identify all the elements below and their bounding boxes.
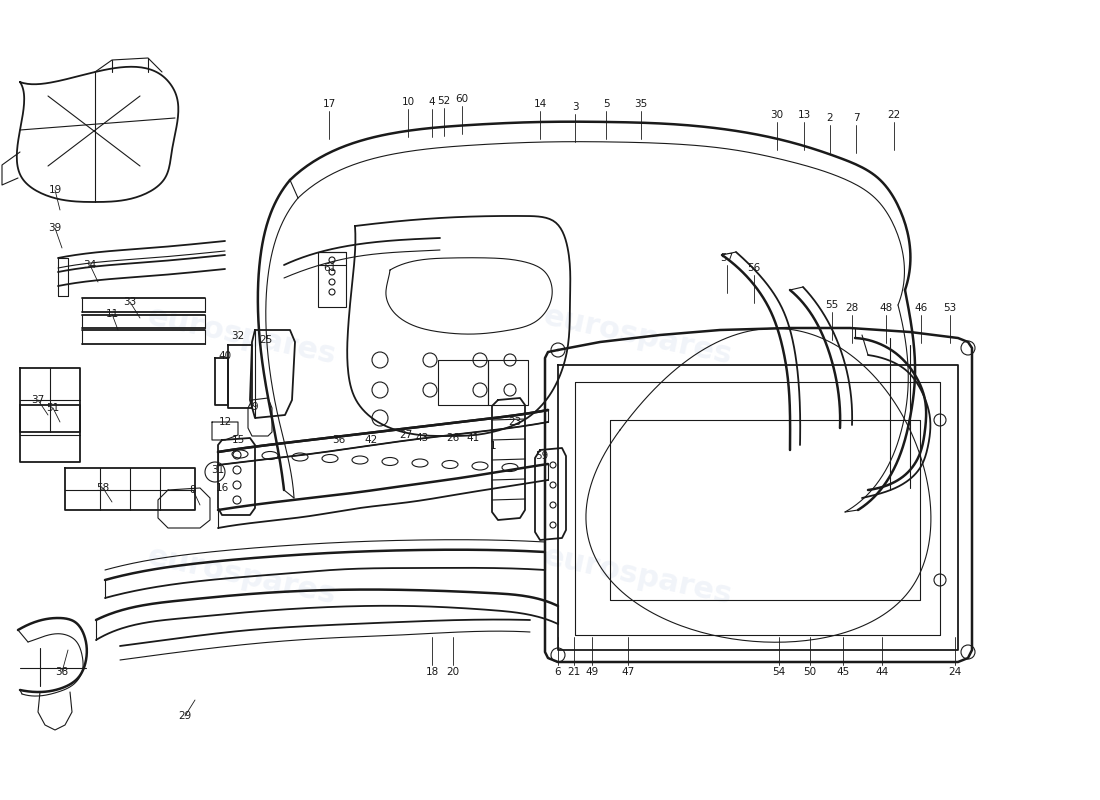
- Text: 27: 27: [399, 430, 412, 440]
- Text: 43: 43: [416, 433, 429, 443]
- Text: 52: 52: [438, 96, 451, 106]
- Text: 20: 20: [447, 667, 460, 677]
- Text: 41: 41: [466, 433, 480, 443]
- Bar: [438, 360, 488, 405]
- Text: 6: 6: [554, 667, 561, 677]
- Text: 50: 50: [803, 667, 816, 677]
- Bar: [488, 360, 528, 405]
- Text: 26: 26: [447, 433, 460, 443]
- Bar: [318, 252, 346, 307]
- Text: 21: 21: [568, 667, 581, 677]
- Text: 24: 24: [948, 667, 961, 677]
- Text: 28: 28: [846, 303, 859, 313]
- Text: 60: 60: [455, 94, 469, 104]
- Text: 51: 51: [46, 403, 59, 413]
- Text: 15: 15: [231, 435, 244, 445]
- Text: 3: 3: [572, 102, 579, 112]
- Text: 45: 45: [836, 667, 849, 677]
- Text: 36: 36: [332, 435, 345, 445]
- Text: 48: 48: [879, 303, 892, 313]
- Text: 42: 42: [364, 435, 377, 445]
- Text: 53: 53: [944, 303, 957, 313]
- Text: 22: 22: [888, 110, 901, 120]
- Text: 19: 19: [48, 185, 62, 195]
- Text: 18: 18: [426, 667, 439, 677]
- Text: 30: 30: [770, 110, 783, 120]
- Text: 14: 14: [534, 99, 547, 109]
- Text: eurospares: eurospares: [541, 302, 735, 370]
- Text: eurospares: eurospares: [145, 302, 339, 370]
- Text: 13: 13: [798, 110, 811, 120]
- Text: 54: 54: [772, 667, 785, 677]
- Text: 39: 39: [48, 223, 62, 233]
- Text: 16: 16: [216, 483, 229, 493]
- Text: eurospares: eurospares: [145, 542, 339, 610]
- Text: 40: 40: [219, 351, 232, 361]
- Text: 37: 37: [32, 395, 45, 405]
- Text: 4: 4: [429, 97, 436, 107]
- Text: 33: 33: [123, 297, 136, 307]
- Text: 38: 38: [55, 667, 68, 677]
- Text: 9: 9: [252, 402, 258, 412]
- Text: 47: 47: [621, 667, 635, 677]
- Text: 49: 49: [585, 667, 598, 677]
- Text: 2: 2: [827, 113, 834, 123]
- Text: 7: 7: [852, 113, 859, 123]
- Text: 12: 12: [219, 417, 232, 427]
- Text: 1: 1: [490, 441, 496, 451]
- Text: 61: 61: [323, 263, 337, 273]
- Text: 35: 35: [635, 99, 648, 109]
- Text: 46: 46: [914, 303, 927, 313]
- Text: 56: 56: [747, 263, 760, 273]
- Text: 31: 31: [211, 465, 224, 475]
- Text: 58: 58: [97, 483, 110, 493]
- Text: 32: 32: [231, 331, 244, 341]
- Text: 59: 59: [536, 451, 549, 461]
- Text: 17: 17: [322, 99, 335, 109]
- Text: 23: 23: [508, 417, 521, 427]
- Text: 34: 34: [84, 260, 97, 270]
- Text: 55: 55: [825, 300, 838, 310]
- Text: 44: 44: [876, 667, 889, 677]
- Text: eurospares: eurospares: [541, 542, 735, 610]
- Text: 10: 10: [402, 97, 415, 107]
- Text: 8: 8: [189, 485, 196, 495]
- Text: 57: 57: [720, 253, 734, 263]
- Text: 29: 29: [178, 711, 191, 721]
- Text: 11: 11: [106, 309, 119, 319]
- Text: 25: 25: [260, 335, 273, 345]
- Text: 5: 5: [603, 99, 609, 109]
